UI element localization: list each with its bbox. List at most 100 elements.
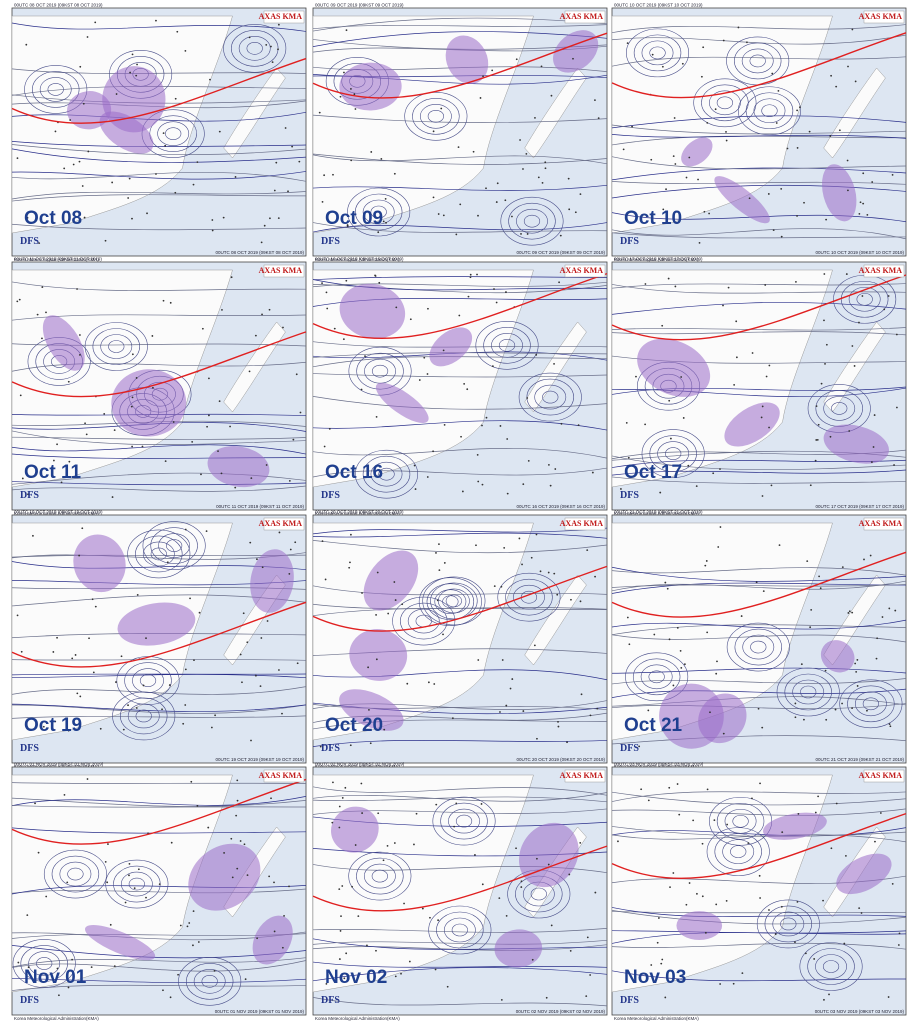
station xyxy=(162,989,164,992)
isobar xyxy=(611,826,907,837)
station xyxy=(236,779,239,782)
station xyxy=(858,321,860,324)
date-label: Nov 03 xyxy=(624,967,686,988)
station xyxy=(242,612,245,615)
station xyxy=(810,608,813,611)
station xyxy=(99,727,102,730)
station xyxy=(501,659,504,661)
front xyxy=(312,32,608,99)
land xyxy=(823,321,886,413)
station xyxy=(94,21,97,24)
precipitation-area xyxy=(429,327,473,367)
station xyxy=(130,405,133,408)
isobar xyxy=(157,121,190,146)
station xyxy=(214,714,217,717)
isobar xyxy=(422,576,486,626)
station xyxy=(550,94,553,97)
brand: AXAS KMA xyxy=(859,771,903,780)
station xyxy=(709,711,711,714)
station xyxy=(56,636,58,639)
map-caption: 00UTC 19 OCT 2019 (09KST 19 OCT 2019) xyxy=(14,510,103,515)
isobar xyxy=(611,678,907,685)
station xyxy=(851,707,853,709)
station xyxy=(229,425,231,428)
station xyxy=(104,860,107,863)
station xyxy=(146,212,148,215)
station xyxy=(794,716,797,719)
station xyxy=(881,616,884,618)
station xyxy=(824,669,827,672)
station xyxy=(674,285,677,288)
station xyxy=(71,958,74,961)
isobar xyxy=(246,42,263,55)
isobar xyxy=(312,154,608,165)
station xyxy=(281,712,283,715)
station xyxy=(472,150,475,153)
station xyxy=(323,445,326,448)
isobar xyxy=(312,17,608,32)
station xyxy=(500,585,503,588)
station xyxy=(354,844,357,846)
station xyxy=(256,937,259,940)
station xyxy=(845,273,848,275)
station xyxy=(206,425,208,428)
station xyxy=(482,75,484,78)
isobar xyxy=(455,814,473,828)
weather-map: 00UTC 01 NOV 2019 (09KST 01 NOV 2019) 00U… xyxy=(11,762,307,1021)
station xyxy=(344,786,347,789)
isobar xyxy=(611,703,907,710)
station xyxy=(474,854,476,856)
station xyxy=(668,638,671,641)
brand-box xyxy=(863,769,905,783)
station xyxy=(86,36,89,38)
station xyxy=(661,958,664,961)
station xyxy=(60,481,63,484)
precipitation-area xyxy=(250,549,294,613)
isobar xyxy=(28,951,61,976)
station xyxy=(685,176,688,179)
station xyxy=(281,946,284,949)
station xyxy=(829,135,832,137)
station xyxy=(625,421,628,424)
precipitation-area xyxy=(188,843,261,911)
station xyxy=(414,488,417,490)
station xyxy=(706,121,709,124)
station xyxy=(426,476,429,478)
isobar xyxy=(11,223,307,231)
brand: AXAS KMA xyxy=(560,266,604,275)
isobar xyxy=(611,115,907,129)
station xyxy=(830,74,832,77)
map-caption: 00UTC 02 NOV 2019 (09KST 02 NOV 2019) xyxy=(315,762,405,767)
front xyxy=(312,272,608,339)
station xyxy=(266,620,269,622)
isobar xyxy=(611,930,907,934)
station xyxy=(786,147,789,150)
isobar xyxy=(92,328,140,365)
station xyxy=(170,841,173,844)
station xyxy=(186,925,189,928)
isobar xyxy=(611,582,907,594)
source: DFS xyxy=(321,743,340,754)
station xyxy=(53,459,55,462)
station xyxy=(438,543,440,546)
isobar xyxy=(312,967,608,982)
station xyxy=(530,556,533,559)
map-caption: 00UTC 10 OCT 2019 (09KST 10 OCT 2019) xyxy=(614,3,703,8)
isobar xyxy=(611,167,907,181)
station xyxy=(332,781,334,784)
source: DFS xyxy=(321,490,340,501)
station xyxy=(733,383,736,386)
station xyxy=(835,802,838,805)
station xyxy=(666,587,669,590)
isobar xyxy=(542,390,559,404)
source: DFS xyxy=(321,995,340,1006)
land xyxy=(524,67,587,159)
station xyxy=(480,803,483,805)
station xyxy=(177,973,180,976)
station xyxy=(879,812,882,814)
station xyxy=(393,172,396,175)
station xyxy=(466,388,469,391)
isobar xyxy=(611,667,907,674)
station xyxy=(871,181,874,183)
station xyxy=(72,163,75,166)
